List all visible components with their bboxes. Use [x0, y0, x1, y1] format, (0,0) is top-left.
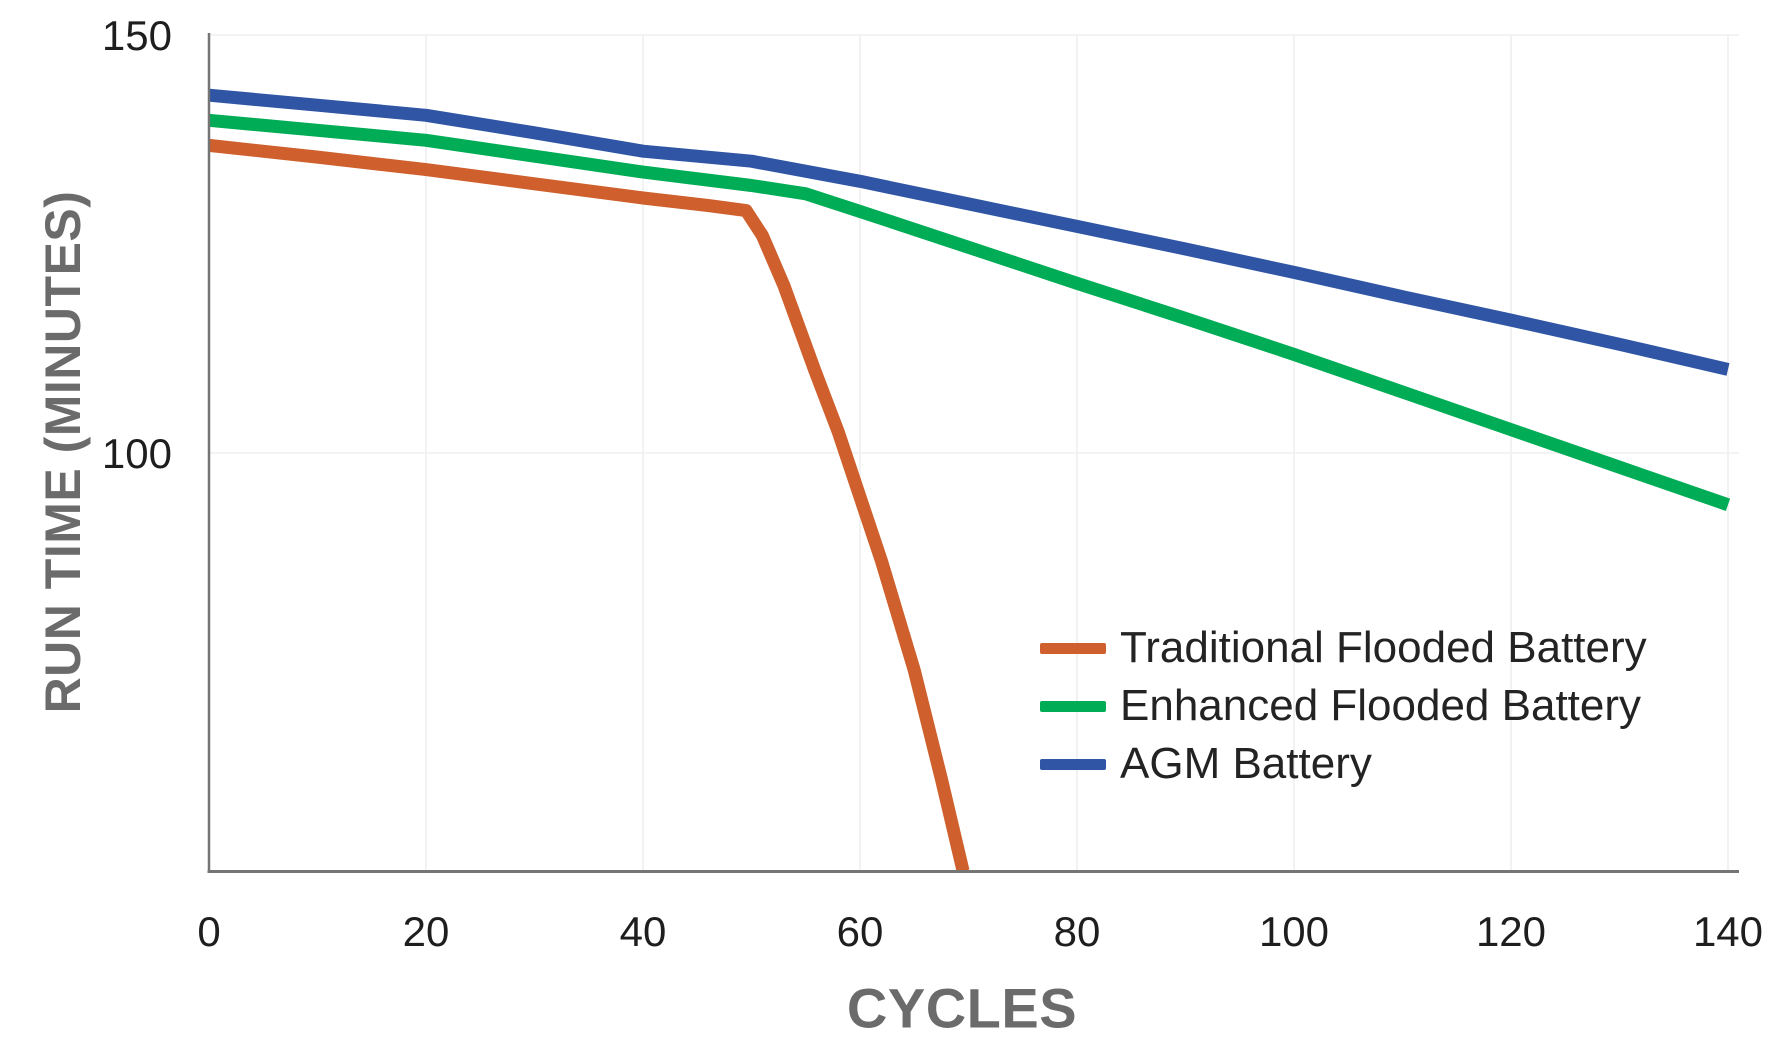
y-tick-label: 150: [102, 12, 172, 59]
x-tick-label: 140: [1693, 908, 1763, 955]
x-tick-label: 40: [620, 908, 667, 955]
series-line-1: [208, 113, 1731, 511]
x-tick-label: 20: [403, 908, 450, 955]
x-axis-title: CYCLES: [846, 976, 1078, 1040]
x-tick-label: 60: [837, 908, 884, 955]
legend-label-agm-battery: AGM Battery: [1120, 739, 1372, 788]
legend-label-enhanced-flooded-battery: Enhanced Flooded Battery: [1120, 681, 1642, 730]
legend-label-traditional-flooded-battery: Traditional Flooded Battery: [1120, 623, 1647, 672]
legend-item-enhanced-flooded-battery: Enhanced Flooded Battery: [1040, 677, 1647, 735]
x-tick-label: 80: [1054, 908, 1101, 955]
x-tick-label: 0: [197, 908, 220, 955]
legend-item-agm-battery: AGM Battery: [1040, 735, 1647, 793]
y-axis-title: RUN TIME (MINUTES): [35, 190, 91, 714]
legend-item-traditional-flooded-battery: Traditional Flooded Battery: [1040, 619, 1647, 677]
legend-swatch-traditional-flooded-battery: [1040, 642, 1106, 654]
x-tick-label: 120: [1476, 908, 1546, 955]
legend-swatch-agm-battery: [1040, 758, 1106, 770]
y-tick-label: 100: [102, 430, 172, 477]
series-line-2: [208, 88, 1730, 376]
legend-swatch-enhanced-flooded-battery: [1040, 700, 1106, 712]
series-line-0: [208, 138, 970, 873]
x-tick-label: 100: [1259, 908, 1329, 955]
legend: Traditional Flooded Battery Enhanced Flo…: [1040, 619, 1647, 793]
